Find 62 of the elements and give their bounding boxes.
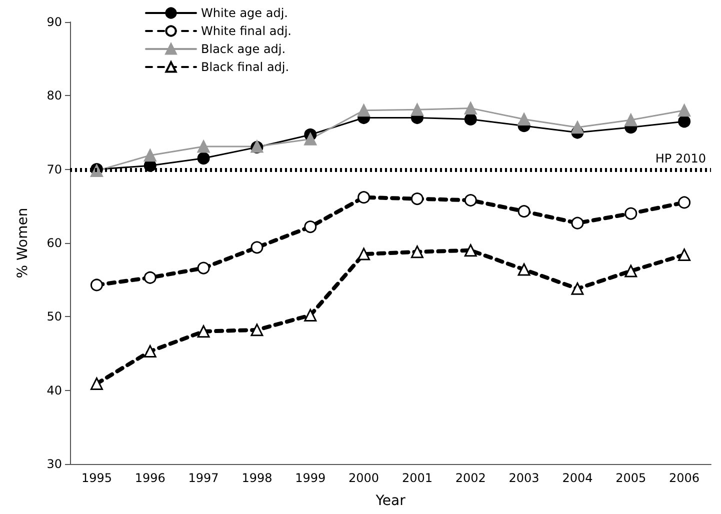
point [250, 324, 264, 336]
x-tick-label: 2002 [455, 471, 486, 485]
x-tick-label: 1999 [295, 471, 326, 485]
y-tick-label: 30 [46, 457, 62, 471]
point [571, 216, 584, 230]
y-tick-label: 40 [46, 383, 62, 398]
x-tick-label: 2005 [616, 471, 646, 485]
point [304, 308, 317, 322]
point [304, 220, 317, 234]
point [250, 241, 264, 254]
ref-line-label: HP 2010 [655, 151, 706, 166]
point [197, 325, 210, 338]
x-tick-label: 1997 [188, 471, 219, 485]
x-tick-label: 2004 [562, 471, 593, 485]
y-tick-label: 50 [46, 310, 62, 324]
point [678, 248, 691, 262]
point [518, 112, 530, 126]
point [678, 115, 691, 128]
point [518, 263, 530, 276]
point [410, 103, 424, 116]
point [197, 262, 210, 274]
point [144, 271, 156, 284]
y-tick-label: 80 [46, 88, 62, 103]
x-tick-label: 2006 [669, 471, 700, 485]
point [571, 282, 584, 295]
point [624, 207, 638, 220]
x-tick-label: 1998 [242, 471, 272, 485]
point [358, 248, 370, 260]
point [571, 121, 584, 134]
x-tick-label: 2000 [348, 471, 380, 485]
point [358, 191, 370, 204]
legend-label: White age adj. [201, 6, 288, 20]
point [464, 244, 477, 257]
y-tick-label: 70 [46, 162, 62, 176]
x-tick-label: 2001 [402, 471, 432, 485]
point [358, 104, 370, 117]
point [144, 149, 156, 162]
point [678, 104, 691, 117]
point [410, 192, 424, 206]
point [304, 132, 317, 146]
point [144, 345, 156, 358]
x-tick-label: 1995 [81, 471, 112, 485]
y-tick-label: 90 [46, 15, 62, 29]
point [678, 196, 691, 209]
y-axis-title: % Women [15, 208, 31, 278]
x-tick-label: 2003 [508, 471, 540, 485]
point [90, 377, 103, 390]
legend-label: Black age adj. [201, 42, 286, 56]
point [464, 194, 477, 207]
point [90, 278, 103, 292]
y-tick-label: 60 [46, 236, 62, 250]
x-tick-label: 1996 [134, 471, 166, 485]
x-axis-title: Year [374, 493, 406, 509]
legend-label: White final adj. [201, 24, 292, 38]
point [410, 246, 424, 258]
point [624, 114, 638, 126]
point [197, 152, 210, 165]
point [197, 140, 210, 153]
legend-label: Black final adj. [201, 60, 290, 74]
point [624, 264, 638, 278]
point [518, 205, 530, 218]
point [464, 102, 477, 114]
